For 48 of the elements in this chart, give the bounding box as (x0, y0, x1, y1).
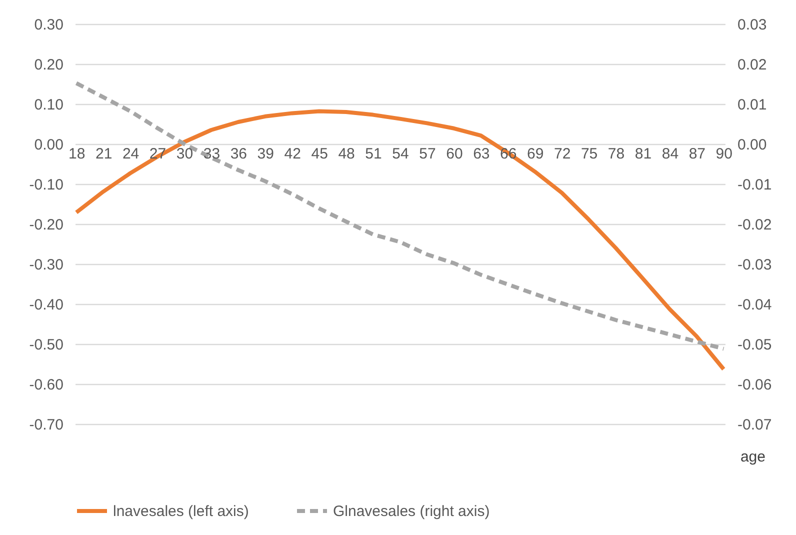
x-tick-label: 24 (122, 146, 140, 162)
x-tick-label: 72 (554, 146, 571, 162)
y2-tick-label: -0.07 (738, 416, 772, 434)
x-tick-label: 30 (176, 146, 194, 162)
y-tick-label: -0.10 (29, 176, 64, 194)
y2-tick-label: -0.02 (738, 216, 772, 234)
y2-tick-label: 0.02 (738, 56, 767, 74)
x-tick-label: 78 (608, 146, 625, 162)
y-tick-label: 0.00 (34, 136, 64, 154)
y-tick-label: -0.40 (29, 296, 64, 314)
x-tick-label: 75 (580, 146, 598, 162)
x-tick-label: 36 (230, 146, 248, 162)
legend-label: Glnavesales (right axis) (333, 503, 490, 520)
x-tick-label: 57 (419, 146, 436, 162)
y2-tick-label: 0.01 (738, 96, 767, 114)
y2-tick-label: -0.03 (738, 256, 772, 274)
x-axis-title: age (740, 448, 766, 466)
y-tick-label: -0.30 (29, 256, 64, 274)
x-tick-label: 90 (716, 146, 732, 162)
y-tick-label: 0.10 (34, 96, 64, 114)
y2-tick-label: 0.00 (738, 136, 767, 154)
y-tick-label: -0.70 (29, 416, 64, 434)
legend-label: lnavesales (left axis) (113, 503, 249, 520)
x-tick-label: 48 (338, 146, 355, 162)
y-tick-label: -0.50 (29, 336, 64, 354)
x-tick-label: 39 (257, 146, 274, 162)
x-tick-label: 21 (95, 146, 112, 162)
x-tick-label: 54 (392, 146, 409, 162)
y2-tick-label: 0.03 (738, 16, 767, 34)
x-tick-label: 51 (365, 146, 382, 162)
x-tick-label: 18 (68, 146, 86, 162)
x-tick-label: 69 (527, 146, 544, 162)
x-tick-label: 33 (203, 146, 220, 162)
x-tick-label: 45 (311, 146, 328, 162)
y2-tick-label: -0.06 (738, 376, 772, 394)
x-tick-label: 60 (446, 146, 463, 162)
y2-tick-label: -0.04 (738, 296, 772, 314)
x-tick-label: 63 (473, 146, 490, 162)
y2-tick-label: -0.01 (738, 176, 772, 194)
y-tick-label: 0.30 (34, 16, 64, 34)
y-tick-label: -0.20 (29, 216, 64, 234)
y2-tick-label: -0.05 (738, 336, 772, 354)
y-tick-label: -0.60 (29, 376, 64, 394)
x-tick-label: 84 (662, 146, 679, 162)
x-tick-label: 42 (284, 146, 301, 162)
x-tick-label: 87 (688, 146, 706, 162)
y-tick-label: 0.20 (34, 56, 64, 74)
x-tick-label: 81 (634, 146, 652, 162)
